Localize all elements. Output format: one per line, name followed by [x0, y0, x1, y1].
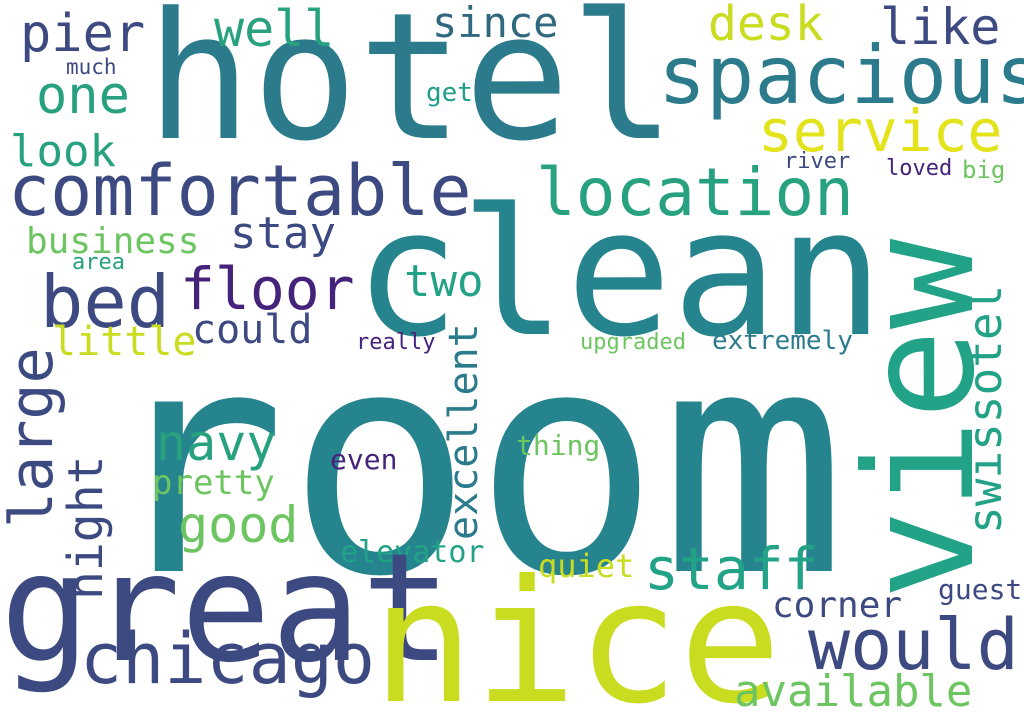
- word-desk: desk: [708, 0, 824, 52]
- word-navy: navy: [156, 414, 277, 472]
- word-hotel: hotel: [146, 0, 676, 180]
- word-well: well: [214, 0, 335, 58]
- word-good: good: [178, 496, 299, 554]
- word-elevator: elevator: [340, 535, 485, 570]
- word-stay: stay: [230, 208, 336, 259]
- word-large: large: [0, 347, 67, 528]
- word-service: service: [758, 97, 1003, 165]
- word-pier: pier: [20, 4, 146, 64]
- word-extremely: extremely: [712, 326, 853, 356]
- word-excellent: excellent: [441, 323, 487, 540]
- word-staff: staff: [644, 535, 819, 603]
- word-night: night: [58, 455, 114, 601]
- word-business: business: [26, 221, 200, 262]
- word-upgraded: upgraded: [580, 330, 686, 355]
- word-area: area: [72, 250, 125, 275]
- word-guest: guest: [938, 573, 1023, 606]
- word-corner: corner: [772, 585, 903, 626]
- word-one: one: [36, 66, 130, 126]
- word-even: even: [330, 443, 398, 476]
- word-thing: thing: [516, 429, 601, 462]
- word-quiet: quiet: [538, 547, 635, 585]
- word-nice: nice: [372, 544, 782, 720]
- word-would: would: [808, 604, 1019, 686]
- word-room: room: [100, 284, 847, 645]
- word-river: river: [784, 149, 851, 174]
- word-really: really: [356, 330, 436, 355]
- word-available: available: [734, 666, 973, 717]
- word-big: big: [962, 156, 1006, 184]
- word-clean: clean: [354, 171, 884, 376]
- word-swissotel: swissotel: [958, 284, 1012, 534]
- word-floor: floor: [180, 255, 355, 323]
- word-two: two: [404, 256, 484, 307]
- word-like: like: [880, 0, 1001, 56]
- word-little: little: [52, 319, 197, 365]
- word-much: much: [66, 55, 117, 79]
- word-pretty: pretty: [152, 463, 275, 503]
- word-chicago: chicago: [80, 618, 376, 700]
- word-bed: bed: [40, 260, 171, 344]
- word-since: since: [432, 0, 559, 47]
- word-spacious: spacious: [658, 29, 1024, 122]
- word-great: great: [0, 522, 452, 696]
- word-look: look: [10, 126, 116, 177]
- word-comfortable: comfortable: [8, 150, 472, 232]
- word-location: location: [536, 154, 854, 231]
- word-could: could: [192, 307, 313, 353]
- word-get: get: [426, 78, 473, 108]
- word-loved: loved: [886, 156, 953, 181]
